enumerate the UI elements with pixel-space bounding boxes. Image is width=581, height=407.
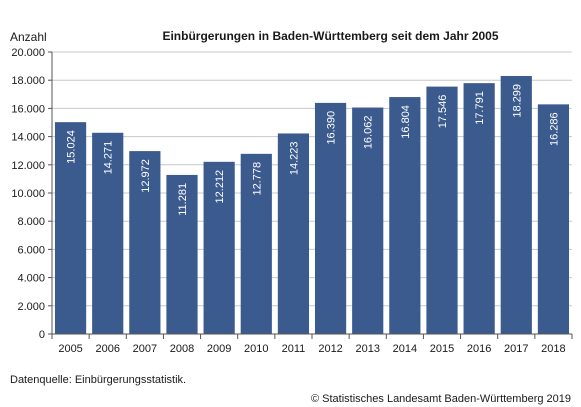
x-tick-label: 2009 <box>207 343 231 355</box>
x-axis-ticks: 2005 2006 2007 2008 2009 2010 2011 2012 2013 2014… <box>51 334 573 355</box>
bar <box>537 104 570 334</box>
data-source-note: Datenquelle: Einbürgerungsstatistik. <box>10 374 187 386</box>
bar-value-label: 15.024 <box>66 130 78 164</box>
bars: 15.024 14.271 12.972 11.281 12.212 12.778 14.2… <box>54 75 570 335</box>
bar-value-label: 16.286 <box>548 112 560 146</box>
bar <box>203 161 235 334</box>
bar <box>92 132 124 334</box>
y-tick-label: 0 <box>39 329 45 341</box>
chart-title: Einbürgerungen in Baden-Württemberg seit… <box>162 29 499 43</box>
bar <box>389 97 421 334</box>
y-tick-label: 2.000 <box>17 301 45 313</box>
bar-value-label: 12.778 <box>251 162 263 196</box>
bar <box>500 75 532 334</box>
copyright-note: © Statistisches Landesamt Baden-Württemb… <box>310 393 571 405</box>
bar <box>166 174 198 334</box>
bar <box>129 151 161 334</box>
y-tick-label: 8.000 <box>17 216 45 228</box>
x-tick-label: 2008 <box>170 343 194 355</box>
bar <box>426 86 458 334</box>
bar-value-label: 16.390 <box>326 111 338 145</box>
x-tick-label: 2012 <box>318 343 342 355</box>
axes <box>51 52 572 335</box>
bar-value-label: 14.223 <box>288 141 300 175</box>
y-tick-label: 6.000 <box>17 244 45 256</box>
bar <box>463 83 495 334</box>
x-tick-label: 2010 <box>244 343 268 355</box>
bar-value-label: 11.281 <box>177 183 189 216</box>
x-tick-label: 2018 <box>541 343 565 355</box>
x-tick-label: 2016 <box>467 343 491 355</box>
x-tick-label: 2011 <box>282 343 306 355</box>
x-tick-label: 2017 <box>504 343 528 355</box>
y-tick-label: 14.000 <box>11 132 45 144</box>
bar <box>314 102 347 334</box>
y-axis-ticks: 0 2.000 4.000 6.000 8.000 10.000 12.000 14.000 1… <box>11 47 52 341</box>
x-tick-label: 2015 <box>430 343 454 355</box>
y-tick-label: 20.000 <box>11 47 45 59</box>
bar-value-label: 12.212 <box>214 170 226 204</box>
x-tick-label: 2013 <box>355 343 379 355</box>
bar <box>54 122 87 335</box>
x-tick-label: 2014 <box>393 343 417 355</box>
y-axis-label: Anzahl <box>10 30 47 44</box>
bar <box>240 153 272 334</box>
bar <box>277 133 310 334</box>
y-tick-label: 16.000 <box>11 103 45 115</box>
bar-value-label: 16.062 <box>363 116 375 150</box>
y-tick-label: 18.000 <box>11 75 45 87</box>
y-tick-label: 12.000 <box>11 160 45 172</box>
bar <box>352 107 384 334</box>
y-tick-label: 4.000 <box>17 273 45 285</box>
bar-value-label: 18.299 <box>511 84 523 118</box>
bar-value-label: 17.791 <box>474 91 486 125</box>
y-tick-label: 10.000 <box>11 188 45 200</box>
x-tick-label: 2005 <box>58 343 82 355</box>
x-tick-label: 2007 <box>133 343 157 355</box>
bar-value-label: 12.972 <box>140 159 152 193</box>
bar-value-label: 16.804 <box>400 105 412 139</box>
x-tick-label: 2006 <box>95 343 119 355</box>
bar-value-label: 14.271 <box>103 141 115 175</box>
bar-value-label: 17.546 <box>437 95 449 129</box>
